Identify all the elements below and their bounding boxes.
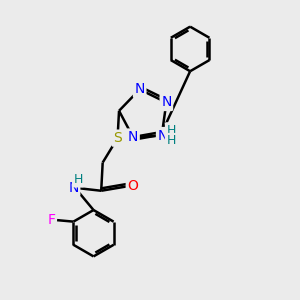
Text: N: N [158, 129, 168, 142]
Text: H: H [166, 134, 176, 147]
Text: O: O [127, 179, 138, 193]
Text: N: N [128, 130, 138, 144]
Text: N: N [161, 95, 172, 110]
Text: N: N [68, 181, 79, 195]
Text: H: H [73, 173, 83, 186]
Text: N: N [134, 82, 145, 97]
Text: F: F [47, 213, 55, 227]
Text: H: H [166, 124, 176, 137]
Text: S: S [113, 131, 122, 145]
